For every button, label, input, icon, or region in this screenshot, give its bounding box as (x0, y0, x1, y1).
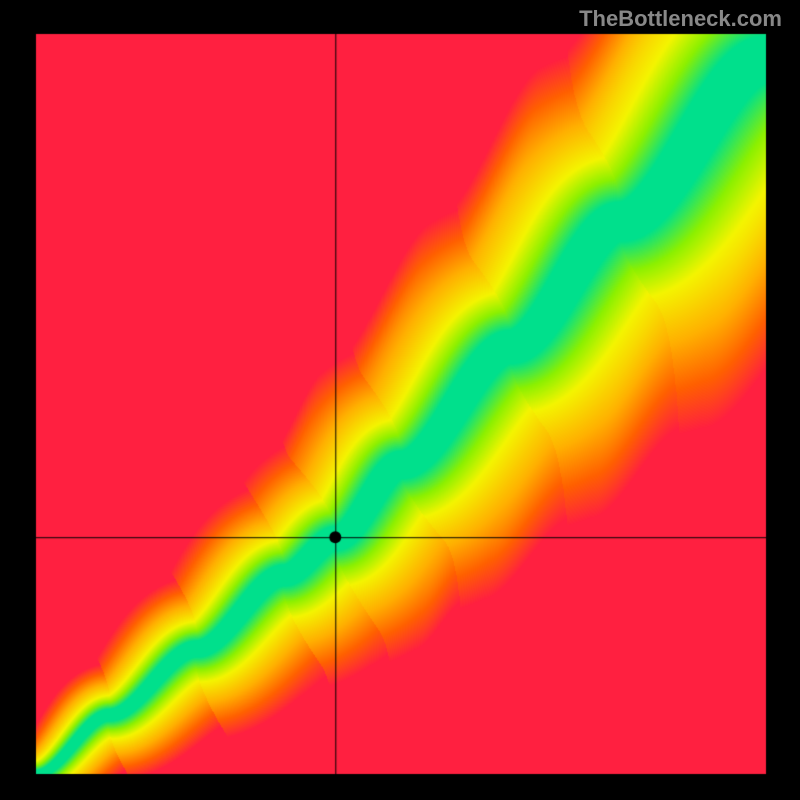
heatmap-canvas (0, 0, 800, 800)
watermark-text: TheBottleneck.com (579, 6, 782, 32)
